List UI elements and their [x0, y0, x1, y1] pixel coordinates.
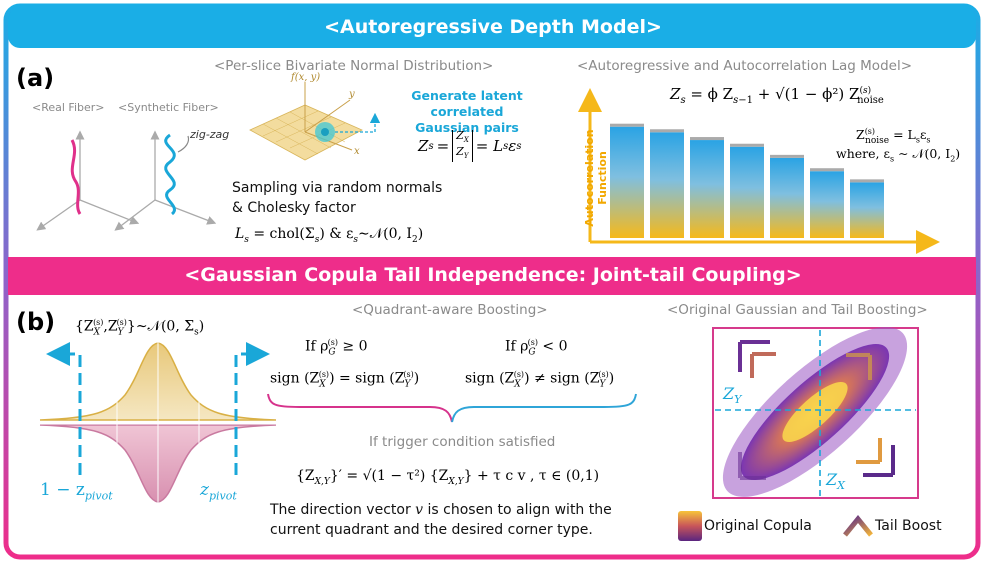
copula-ellipse	[722, 327, 908, 497]
ar-title: <Autoregressive and Autocorrelation Lag …	[577, 58, 913, 74]
copula-axes	[715, 330, 916, 496]
acf-bar-2	[650, 132, 684, 238]
curly-brace	[267, 393, 637, 423]
left-pivot-label: 1 − zpivot	[40, 480, 113, 503]
zigzag-label: zig-zag	[190, 128, 230, 141]
legend-boost-label: Tail Boost	[875, 518, 942, 534]
synthetic-fiber-axes	[114, 130, 217, 231]
synthetic-fiber-label: <Synthetic Fiber>	[118, 101, 219, 114]
direction-note: The direction vector v is chosen to alig…	[270, 502, 612, 538]
ls-equation: Ls = chol(Σs) & εs∼𝒩(0, I2)	[235, 226, 424, 245]
ar-equation: Zs = ϕ Zs−1 + √(1 − ϕ²) Z(s)noise	[670, 85, 884, 106]
quadrant-title: <Quadrant-aware Boosting>	[352, 302, 548, 318]
latent-pairs-note: Generate latent correlated Gaussian pair…	[382, 88, 552, 136]
acf-y-label: Autocorrelation Function	[583, 129, 609, 227]
acf-bar-cap-4	[730, 143, 764, 147]
latent-line-1: Generate latent correlated	[411, 88, 523, 119]
noise-where: where, εs ∼ 𝒩(0, I2)	[836, 146, 961, 164]
condition-positive: If ρG(s) ≥ 0	[305, 338, 368, 358]
acf-bar-cap-6	[810, 168, 844, 172]
density-curves	[30, 340, 285, 505]
acf-bar-3	[690, 140, 724, 238]
zigzag-arrow	[177, 135, 190, 153]
zy-label: ZY	[723, 384, 742, 407]
right-pivot-label: zpivot	[200, 480, 237, 503]
banner-a-title: <Autoregressive Depth Model>	[324, 16, 662, 38]
legend-copula-label: Original Copula	[704, 518, 812, 534]
real-fiber-axes	[36, 130, 140, 231]
real-fiber-curve	[70, 139, 82, 215]
condition-negative: If ρG(s) < 0	[505, 338, 568, 358]
axis-f-label: f(x, y)	[291, 72, 321, 83]
acf-bar-cap-2	[650, 129, 684, 133]
banner-b-title: <Gaussian Copula Tail Independence: Join…	[184, 264, 802, 286]
acf-bar-1	[610, 126, 644, 238]
bivariate-surface	[249, 82, 381, 161]
banner-a-bg	[8, 8, 976, 48]
joint-distribution: {ZX(s),ZY(s)}∼𝒩(0, Σs)	[75, 318, 205, 338]
trigger-note: If trigger condition satisfied	[369, 434, 556, 450]
acf-bars	[610, 123, 884, 238]
pivot-lines	[78, 355, 238, 475]
acf-bar-7	[850, 182, 884, 238]
acf-bar-6	[810, 171, 844, 238]
sign-equal: sign (ZX(s)) = sign (ZY(s))	[270, 370, 420, 390]
acf-bar-cap-3	[690, 137, 724, 141]
axis-y-label: y	[349, 89, 355, 100]
zx-label: ZX	[826, 470, 845, 493]
legend-copula-swatch	[678, 511, 702, 541]
acf-bar-cap-7	[850, 179, 884, 183]
real-fiber-label: <Real Fiber>	[32, 101, 105, 114]
acf-bar-cap-5	[770, 154, 804, 158]
section-a-tag: (a)	[16, 64, 55, 92]
section-b-tag: (b)	[16, 308, 56, 336]
synthetic-fiber-curve	[164, 133, 176, 216]
axis-x-label: x	[354, 146, 360, 157]
tail-boost-chevrons	[738, 340, 895, 480]
legend-boost-icon	[843, 515, 873, 537]
banner-b-bg	[8, 257, 976, 295]
acf-bar-cap-1	[610, 123, 644, 127]
noise-equation: Z(s)noise = Lsεs	[856, 127, 931, 146]
boost-equation: {ZX,Y}′ = √(1 − τ²) {ZX,Y} + τ c v , τ ∈…	[296, 468, 600, 487]
acf-bar-4	[730, 146, 764, 238]
acf-bar-5	[770, 157, 804, 238]
sign-not-equal: sign (ZX(s)) ≠ sign (ZY(s))	[465, 370, 615, 390]
gauss-title: <Original Gaussian and Tail Boosting>	[667, 302, 928, 318]
latent-line-2: Gaussian pairs	[415, 120, 519, 135]
sampling-note: Sampling via random normals & Cholesky f…	[232, 180, 443, 216]
bivariate-title: <Per-slice Bivariate Normal Distribution…	[214, 58, 494, 74]
